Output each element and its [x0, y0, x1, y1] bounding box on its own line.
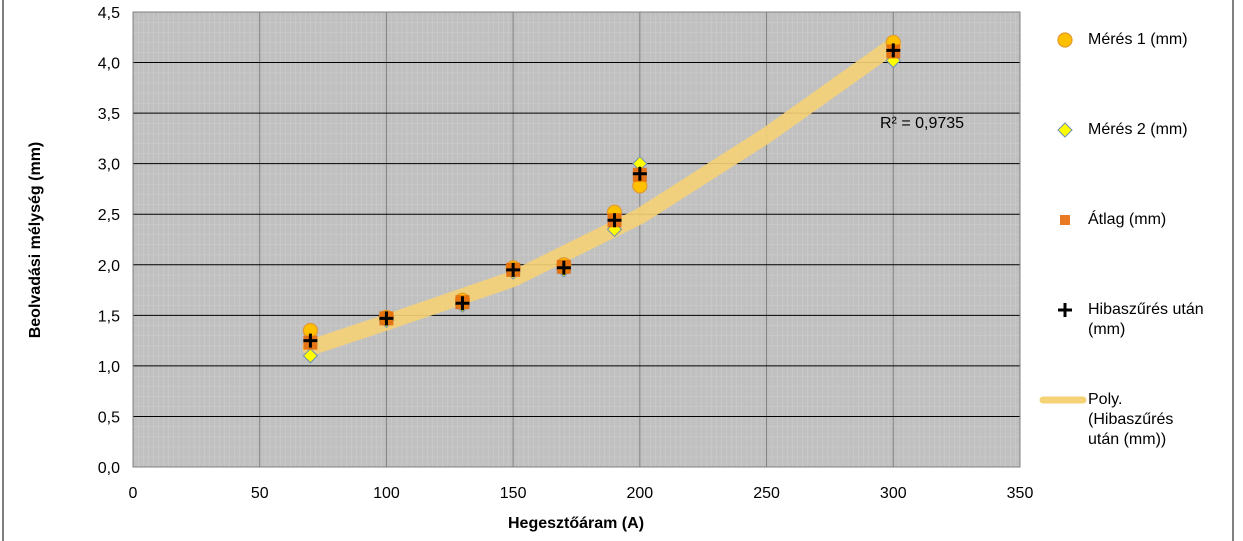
x-tick-label: 50 [251, 485, 269, 502]
y-tick-label: 3,5 [98, 106, 120, 123]
plot-border [132, 11, 1021, 468]
legend-swatch [1058, 303, 1072, 317]
trendline [302, 37, 902, 356]
legend-swatch [1057, 122, 1073, 138]
x-tick-label: 200 [627, 485, 654, 502]
y-tick-label: 2,5 [98, 207, 120, 224]
legend-label: Hibaszűrés után (mm) [1088, 301, 1204, 338]
x-tick-label: 0 [129, 485, 138, 502]
legend-label: Átlag (mm) [1088, 211, 1167, 228]
point [556, 260, 571, 275]
x-tick-label: 150 [500, 485, 527, 502]
point [607, 213, 622, 228]
y-tick-label: 4,5 [98, 5, 120, 22]
x-tick-label: 250 [753, 485, 780, 502]
y-tick-label: 1,0 [98, 359, 120, 376]
x-tick-label: 300 [880, 485, 907, 502]
legend-swatch [1060, 215, 1070, 225]
legend-swatch [1060, 215, 1070, 225]
x-tick-label: 350 [1007, 485, 1034, 502]
y-axis-label: Beolvadási mélység (mm) [27, 142, 44, 339]
point [632, 166, 647, 181]
x-tick-label: 100 [373, 485, 400, 502]
y-tick-label: 2,0 [98, 258, 120, 275]
legend-swatch [1057, 32, 1073, 48]
point [302, 348, 319, 364]
x-axis-label: Hegesztőáram (A) [508, 515, 644, 532]
y-tick-label: 3,0 [98, 157, 120, 174]
legend-label: Mérés 1 (mm) [1088, 31, 1188, 48]
legend-swatch [1058, 303, 1072, 317]
y-tick-label: 0,5 [98, 409, 120, 426]
point [886, 43, 901, 58]
point [303, 333, 318, 348]
legend-swatch [1057, 122, 1073, 138]
legend-label: Mérés 2 (mm) [1088, 121, 1188, 138]
legend-label: Poly. (Hibaszűrés után (mm)) [1088, 391, 1174, 448]
y-tick-label: 4,0 [98, 56, 120, 73]
point [506, 262, 521, 277]
annotation: R² = 0,9735 [880, 115, 964, 132]
y-tick-label: 0,0 [98, 460, 120, 477]
legend-swatch [1057, 32, 1073, 48]
point [455, 296, 470, 311]
point [379, 311, 394, 326]
y-tick-label: 1,5 [98, 308, 120, 325]
